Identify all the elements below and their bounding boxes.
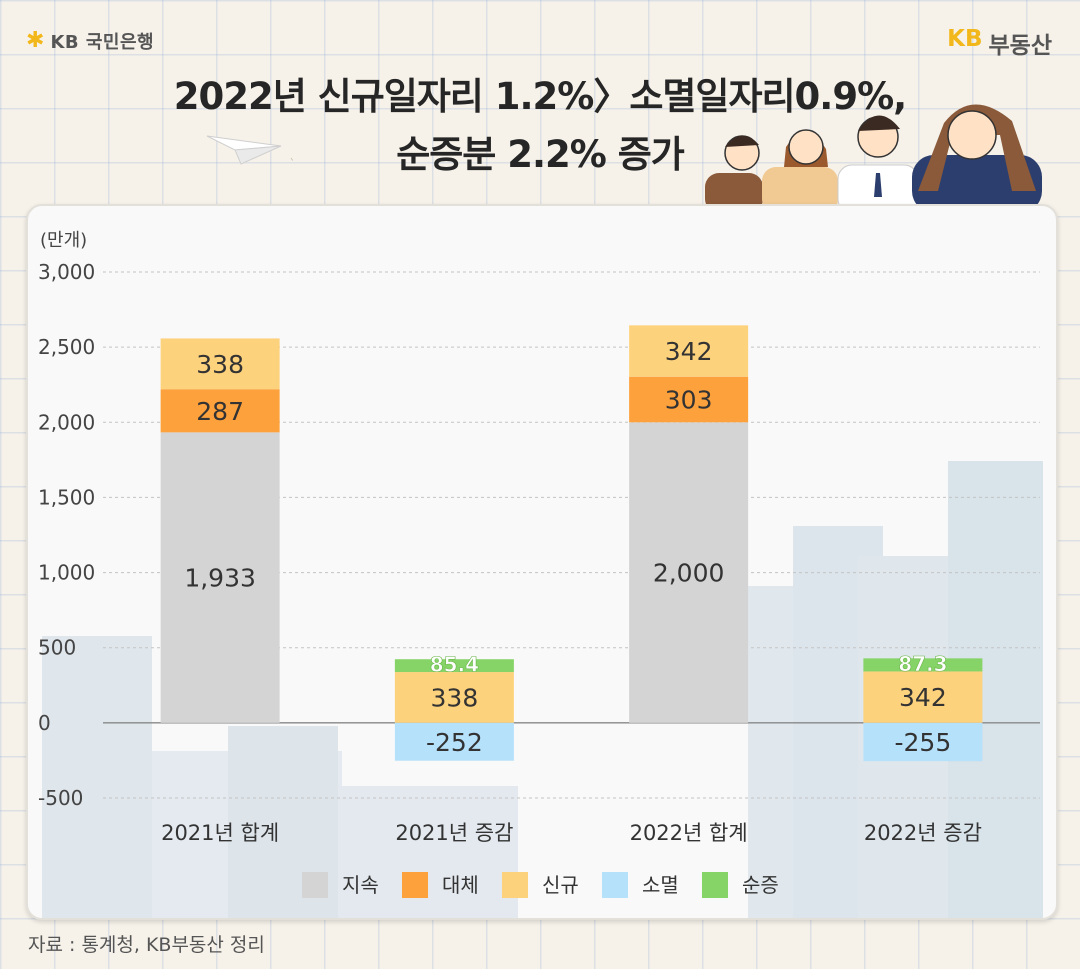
stacked-bar-chart: 1,933 287 338 338 -252 85.4 2,000 303 342 342 -255…	[38, 230, 1043, 918]
paper-plane-icon	[206, 135, 295, 165]
legend-label: 지속	[342, 873, 379, 897]
legend-label: 순증	[742, 873, 779, 897]
data-label: 342	[899, 683, 947, 712]
bar-segment-순증	[394, 659, 514, 673]
kb-star-icon: ✱	[26, 28, 45, 53]
bar-segment-소멸	[394, 722, 514, 761]
data-label: 338	[431, 683, 479, 712]
y-tick-label: 2,500	[38, 335, 95, 359]
bar-segment-소멸	[863, 722, 983, 762]
kb-bank-logo: ✱ KB 국민은행	[26, 28, 154, 54]
data-label: 87.3	[898, 652, 947, 676]
legend-swatch	[302, 872, 328, 898]
people-illustration	[705, 104, 1042, 210]
bar-segment-대체	[629, 376, 749, 423]
data-label: 85.4	[430, 653, 479, 677]
x-category-label: 2021년 합계	[161, 821, 279, 845]
kb-realestate-logo: KB 부동산	[947, 26, 1052, 60]
bar-segment-순증	[863, 658, 983, 672]
title-line-2: 순증분 2.2% 증가	[396, 133, 685, 176]
y-tick-label: 1,500	[38, 485, 95, 509]
legend-swatch	[602, 872, 628, 898]
realestate-name: 부동산	[988, 33, 1052, 59]
y-axis-unit: (만개)	[40, 230, 87, 251]
y-tick-label: -500	[38, 786, 83, 810]
bar-segment-지속	[629, 422, 749, 723]
x-category-label: 2022년 합계	[630, 821, 748, 845]
x-category-label: 2021년 증감	[395, 821, 513, 845]
data-label: 338	[196, 350, 244, 379]
bar-segment-신규	[394, 672, 514, 723]
y-tick-label: 3,000	[38, 260, 95, 284]
kb-mark: KB	[947, 26, 983, 52]
chart-card: 1,933 287 338 338 -252 85.4 2,000 303 342 342 -255…	[26, 204, 1058, 920]
data-label: 303	[665, 386, 713, 415]
bar-segment-대체	[160, 389, 280, 433]
data-label: 1,933	[184, 564, 256, 593]
source-note: 자료 : 통계청, KB부동산 정리	[28, 934, 265, 956]
bar-segment-신규	[160, 338, 280, 390]
data-label: 342	[665, 337, 713, 366]
legend-label: 신규	[542, 873, 579, 897]
bar-segment-신규	[629, 325, 749, 377]
legend-swatch	[702, 872, 728, 898]
y-tick-label: 0	[38, 711, 51, 735]
y-tick-label: 2,000	[38, 410, 95, 434]
bar-segment-지속	[160, 432, 280, 723]
y-tick-label: 1,000	[38, 561, 95, 585]
data-label: 287	[196, 397, 244, 426]
y-tick-label: 500	[38, 636, 76, 660]
legend-swatch	[402, 872, 428, 898]
data-label: -252	[426, 728, 483, 757]
legend-label: 대체	[442, 873, 479, 897]
kb-bank-name: KB 국민은행	[50, 32, 155, 53]
legend-label: 소멸	[642, 873, 679, 897]
title-line-1: 2022년 신규일자리 1.2%〉소멸일자리0.9%,	[173, 75, 907, 118]
bar-segment-신규	[863, 671, 983, 723]
x-category-label: 2022년 증감	[864, 821, 982, 845]
legend-swatch	[502, 872, 528, 898]
data-label: -255	[895, 728, 952, 757]
data-label: 2,000	[653, 559, 725, 588]
